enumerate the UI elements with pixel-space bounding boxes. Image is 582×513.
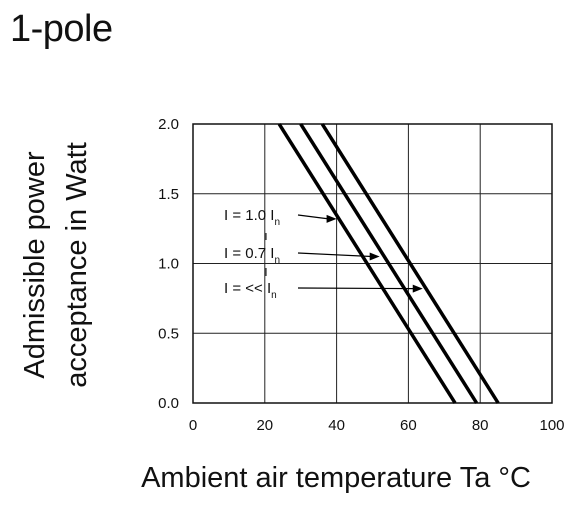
x-tick-label: 60 bbox=[400, 417, 417, 434]
x-tick-label: 40 bbox=[328, 417, 345, 434]
x-tick-label: 100 bbox=[539, 417, 564, 434]
series-label-subscript: n bbox=[274, 217, 280, 228]
chart-ticks: 0 20 40 60 80 100 0.0 0.5 1.0 1.5 2.0 bbox=[158, 116, 564, 434]
chart-grid bbox=[192, 123, 553, 404]
series-label-main: I = 1.0 I bbox=[224, 207, 274, 224]
annotation-arrow-head bbox=[326, 214, 337, 223]
series-line bbox=[277, 123, 457, 404]
annotation-arrow-shaft bbox=[297, 287, 415, 290]
x-tick-label: 80 bbox=[472, 417, 489, 434]
chart-series bbox=[277, 123, 500, 404]
y-tick-label: 0.5 bbox=[158, 325, 179, 342]
series-label-main: I = << I bbox=[224, 280, 271, 297]
y-tick-label: 2.0 bbox=[158, 116, 179, 133]
series-line bbox=[320, 123, 500, 404]
annotation-arrow-shaft bbox=[297, 214, 329, 220]
y-tick-label: 0.0 bbox=[158, 395, 179, 412]
x-tick-label: 20 bbox=[256, 417, 273, 434]
series-label-main: I = 0.7 I bbox=[224, 245, 274, 262]
series-label: I = 0.7 In bbox=[224, 245, 280, 266]
y-tick-label: 1.0 bbox=[158, 256, 179, 273]
page-title: 1-pole bbox=[10, 8, 113, 50]
plot-frame bbox=[192, 123, 553, 404]
series-label-subscript: n bbox=[274, 255, 280, 266]
y-tick-label: 1.5 bbox=[158, 186, 179, 203]
series-line bbox=[299, 123, 479, 404]
x-tick-label: 0 bbox=[189, 417, 197, 434]
annotation-arrow-head bbox=[369, 252, 380, 261]
series-label: I = 1.0 In bbox=[224, 207, 280, 228]
x-axis-label: Ambient air temperature Ta °C bbox=[141, 462, 531, 494]
annotation-arrow-head bbox=[412, 284, 423, 293]
y-axis-label-line-1: Admissible power bbox=[19, 151, 51, 379]
y-axis-label-line-2: acceptance in Watt bbox=[61, 142, 93, 388]
series-label-subscript: n bbox=[271, 290, 277, 301]
chart-annotations: I = 1.0 InI = 0.7 InI = << In bbox=[224, 207, 423, 301]
series-label: I = << In bbox=[224, 280, 277, 301]
annotation-arrow-shaft bbox=[297, 252, 372, 258]
